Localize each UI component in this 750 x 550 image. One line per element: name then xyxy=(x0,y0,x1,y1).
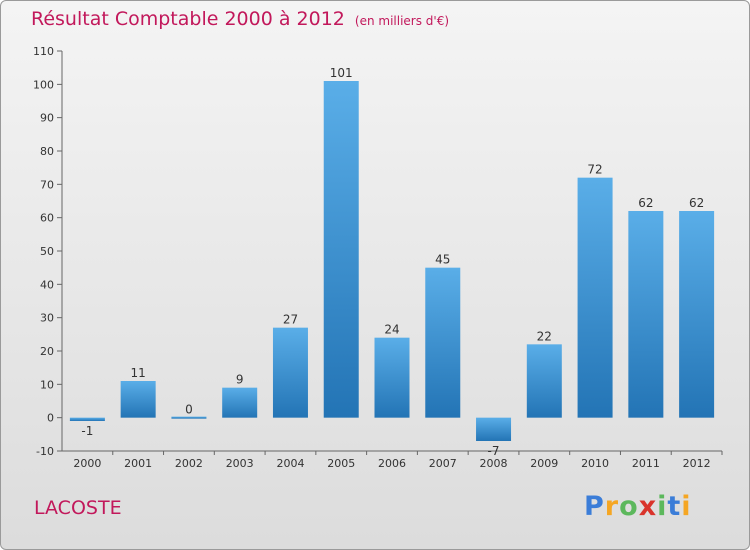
chart-title-text: Résultat Comptable 2000 à 2012 xyxy=(31,8,345,30)
y-tick-label: 70 xyxy=(40,178,54,191)
data-label-2010: 72 xyxy=(587,163,602,177)
logo-letter: x xyxy=(638,491,658,522)
commune-name: LACOSTE xyxy=(34,497,122,519)
bar-2010 xyxy=(577,177,613,418)
logo-letter: P xyxy=(584,491,605,522)
data-label-2004: 27 xyxy=(283,313,298,327)
data-label-2006: 24 xyxy=(384,323,399,337)
data-label-2009: 22 xyxy=(537,329,552,343)
chart-bars xyxy=(69,81,715,441)
y-tick-label: 50 xyxy=(40,245,54,258)
logo-letter: t xyxy=(667,491,682,522)
y-tick-label: 100 xyxy=(33,78,54,91)
data-label-2007: 45 xyxy=(435,253,450,267)
y-tick-label: 80 xyxy=(40,145,54,158)
data-label-2001: 11 xyxy=(131,366,146,380)
logo-letter: i xyxy=(681,491,692,522)
x-tick-label: 2002 xyxy=(175,457,203,470)
y-tick-label: 0 xyxy=(47,412,54,425)
x-tick-label: 2000 xyxy=(73,457,101,470)
x-tick-label: 2006 xyxy=(378,457,406,470)
data-label-2000: -1 xyxy=(81,424,93,438)
bar-2007 xyxy=(425,267,461,418)
x-tick-label: 2011 xyxy=(632,457,660,470)
y-tick-label: 60 xyxy=(40,212,54,225)
y-tick-label: -10 xyxy=(36,445,54,458)
x-tick-label: 2012 xyxy=(683,457,711,470)
x-tick-label: 2004 xyxy=(276,457,304,470)
data-label-2005: 101 xyxy=(330,66,353,80)
bar-2002 xyxy=(171,416,207,419)
logo-letter: i xyxy=(657,491,668,522)
logo-letter: o xyxy=(619,491,639,522)
x-tick-label: 2009 xyxy=(530,457,558,470)
bar-2006 xyxy=(374,337,410,418)
data-label-2011: 62 xyxy=(638,196,653,210)
y-tick-label: 90 xyxy=(40,112,54,125)
y-tick-label: 30 xyxy=(40,312,54,325)
bar-2009 xyxy=(526,344,562,418)
chart-data-labels: -1 11 0 9 27 101 24 45 -7 22 72 62 62 xyxy=(81,66,704,458)
bar-2005 xyxy=(323,81,359,418)
x-tick-label: 2007 xyxy=(429,457,457,470)
data-label-2002: 0 xyxy=(185,403,193,417)
proxiti-logo: Proxiti xyxy=(584,491,692,522)
x-tick-label: 2005 xyxy=(327,457,355,470)
bar-2001 xyxy=(120,381,156,418)
x-tick-label: 2008 xyxy=(480,457,508,470)
x-tick-label: 2003 xyxy=(226,457,254,470)
bar-2011 xyxy=(628,211,664,418)
y-tick-label: 110 xyxy=(33,45,54,58)
logo-letter: r xyxy=(604,491,620,522)
bar-2012 xyxy=(679,211,715,418)
y-tick-label: 40 xyxy=(40,278,54,291)
chart-unit: (en milliers d'€) xyxy=(354,14,450,28)
bar-2004 xyxy=(272,327,308,418)
data-label-2012: 62 xyxy=(689,196,704,210)
bar-2008 xyxy=(476,417,512,441)
bar-2003 xyxy=(222,387,258,418)
x-tick-label: 2010 xyxy=(581,457,609,470)
x-tick-label: 2001 xyxy=(124,457,152,470)
y-tick-label: 10 xyxy=(40,378,54,391)
bar-2000 xyxy=(69,417,105,421)
data-label-2003: 9 xyxy=(236,373,244,387)
data-label-2008: -7 xyxy=(488,444,500,458)
chart-title: Résultat Comptable 2000 à 2012 (en millie… xyxy=(31,8,449,30)
y-tick-label: 20 xyxy=(40,345,54,358)
